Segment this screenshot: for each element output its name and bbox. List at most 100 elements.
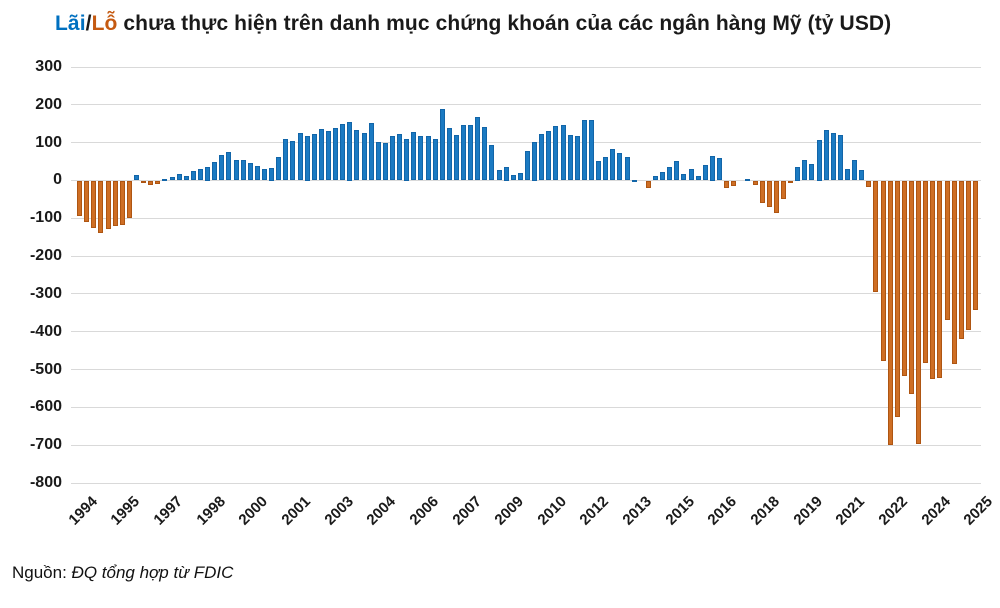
bar-2012Q4 bbox=[610, 149, 616, 181]
bar-2004Q3 bbox=[375, 142, 381, 181]
bar-2008Q1 bbox=[475, 117, 481, 181]
bar-2018Q2 bbox=[766, 180, 772, 207]
bar-1996Q2 bbox=[141, 180, 146, 183]
gridline-y--300 bbox=[71, 293, 981, 295]
bar-1996Q4 bbox=[155, 180, 161, 185]
bar-2001Q1 bbox=[276, 157, 282, 181]
bar-2004Q4 bbox=[382, 143, 388, 181]
bar-2000Q4 bbox=[269, 168, 274, 181]
bar-2002Q2 bbox=[311, 133, 317, 181]
y-axis-label: 300 bbox=[35, 58, 62, 75]
gridline-y--700 bbox=[71, 444, 981, 446]
title-loss-word: Lỗ bbox=[91, 12, 118, 35]
bar-2025Q2 bbox=[965, 180, 971, 330]
bar-2016Q1 bbox=[702, 164, 708, 181]
bar-2006Q3 bbox=[432, 138, 438, 181]
bar-1999Q1 bbox=[219, 154, 225, 181]
bar-2006Q1 bbox=[418, 136, 424, 181]
bar-2016Q3 bbox=[717, 158, 722, 181]
bar-2000Q1 bbox=[247, 163, 253, 181]
y-axis-label: -100 bbox=[29, 209, 62, 227]
bar-1995Q4 bbox=[126, 180, 132, 219]
bar-1997Q4 bbox=[183, 176, 189, 181]
bar-2016Q2 bbox=[709, 155, 715, 181]
bar-2017Q1 bbox=[731, 180, 737, 187]
bar-2007Q2 bbox=[453, 134, 459, 181]
bar-2012Q3 bbox=[603, 157, 609, 181]
bar-2015Q3 bbox=[688, 168, 694, 181]
gridline-y--200 bbox=[71, 255, 981, 257]
bar-1994Q1 bbox=[77, 180, 83, 216]
bar-2020Q2 bbox=[823, 130, 829, 181]
y-axis-label: -700 bbox=[29, 436, 62, 454]
bar-1998Q1 bbox=[190, 170, 196, 181]
bar-2011Q2 bbox=[567, 134, 573, 181]
title-gain-word: Lãi bbox=[55, 12, 86, 35]
bar-2024Q1 bbox=[930, 180, 936, 379]
gridline-y--500 bbox=[71, 369, 981, 371]
bar-2002Q1 bbox=[304, 135, 310, 181]
bar-1998Q4 bbox=[212, 161, 218, 181]
bar-2021Q1 bbox=[845, 168, 850, 181]
x-axis-label-2025: 2025 bbox=[960, 493, 997, 529]
bar-2001Q4 bbox=[297, 132, 303, 181]
bar-2015Q2 bbox=[681, 173, 687, 181]
bar-1999Q4 bbox=[240, 160, 246, 181]
gridline-y-200 bbox=[71, 104, 981, 106]
bar-2009Q4 bbox=[525, 151, 530, 181]
bar-2020Q1 bbox=[816, 140, 822, 181]
bar-2000Q3 bbox=[261, 168, 267, 181]
bar-2005Q4 bbox=[411, 131, 417, 181]
source-note: Nguồn: ĐQ tổng hợp từ FDIC bbox=[12, 563, 233, 583]
bar-2001Q2 bbox=[283, 139, 289, 181]
bar-2025Q3 bbox=[972, 180, 978, 310]
x-axis-label-2006: 2006 bbox=[406, 493, 442, 529]
bar-2010Q2 bbox=[539, 133, 545, 181]
bar-2014Q1 bbox=[645, 180, 651, 189]
bar-2023Q3 bbox=[916, 180, 922, 444]
y-axis-label: -800 bbox=[29, 474, 62, 491]
bar-2008Q4 bbox=[496, 169, 502, 181]
bar-2024Q4 bbox=[951, 180, 957, 365]
bar-2023Q1 bbox=[901, 180, 907, 376]
bar-2020Q4 bbox=[837, 134, 843, 181]
bar-2011Q1 bbox=[560, 125, 566, 181]
bar-2022Q3 bbox=[887, 180, 893, 445]
bar-2016Q4 bbox=[724, 180, 730, 189]
bar-2024Q2 bbox=[937, 180, 943, 378]
bar-2015Q4 bbox=[695, 176, 701, 181]
bar-2021Q3 bbox=[859, 169, 865, 181]
y-axis-label: -500 bbox=[29, 360, 62, 378]
bar-1997Q1 bbox=[162, 179, 168, 182]
bar-2022Q4 bbox=[894, 180, 900, 417]
bar-2008Q3 bbox=[489, 144, 495, 181]
bar-2014Q3 bbox=[660, 172, 666, 181]
gridline-y-300 bbox=[71, 66, 981, 68]
bar-2003Q4 bbox=[354, 129, 360, 181]
bar-1994Q2 bbox=[84, 180, 90, 223]
y-axis-label: 100 bbox=[35, 133, 62, 151]
bar-2011Q4 bbox=[581, 120, 587, 181]
bar-1994Q3 bbox=[91, 180, 97, 229]
bar-2017Q3 bbox=[745, 178, 751, 181]
gridline-y--400 bbox=[71, 331, 981, 333]
gridline-y--800 bbox=[71, 482, 981, 484]
bar-2010Q3 bbox=[546, 130, 552, 181]
bar-2009Q1 bbox=[503, 166, 509, 181]
bar-2002Q3 bbox=[318, 129, 324, 181]
y-axis-label: -200 bbox=[29, 247, 62, 265]
bar-2005Q3 bbox=[404, 138, 410, 181]
bar-2001Q3 bbox=[290, 140, 296, 181]
bar-2010Q4 bbox=[553, 125, 559, 181]
bar-2000Q2 bbox=[254, 166, 260, 181]
bar-1997Q3 bbox=[176, 174, 182, 181]
bar-2020Q3 bbox=[830, 133, 836, 181]
bar-2022Q2 bbox=[880, 180, 886, 361]
bar-2008Q2 bbox=[482, 127, 488, 181]
bar-2010Q1 bbox=[532, 141, 538, 181]
bar-2004Q1 bbox=[361, 132, 367, 181]
bar-2013Q1 bbox=[617, 153, 623, 181]
y-axis-label: -300 bbox=[29, 284, 62, 302]
bar-2006Q4 bbox=[439, 108, 445, 181]
